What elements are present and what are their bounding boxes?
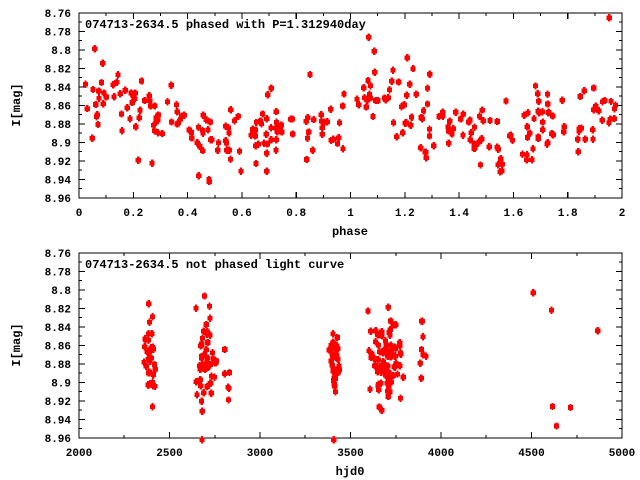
svg-text:3500: 3500: [337, 448, 363, 460]
svg-text:8.76: 8.76: [45, 249, 71, 261]
svg-text:0.6: 0.6: [232, 208, 252, 220]
svg-text:phase: phase: [332, 225, 368, 239]
svg-text:8.84: 8.84: [45, 323, 72, 335]
svg-text:3000: 3000: [247, 448, 273, 460]
svg-text:1.4: 1.4: [449, 208, 469, 220]
svg-text:2500: 2500: [156, 448, 182, 460]
svg-text:8.82: 8.82: [45, 65, 71, 77]
svg-text:2: 2: [619, 208, 626, 220]
svg-text:2000: 2000: [66, 448, 92, 460]
svg-text:I[mag]: I[mag]: [10, 323, 24, 366]
svg-text:8.96: 8.96: [45, 434, 71, 446]
svg-text:8.88: 8.88: [45, 120, 72, 132]
svg-text:8.86: 8.86: [45, 102, 71, 114]
svg-text:8.94: 8.94: [45, 416, 72, 428]
svg-text:8.78: 8.78: [45, 28, 72, 40]
svg-text:8.96: 8.96: [45, 194, 71, 206]
svg-text:8.86: 8.86: [45, 342, 71, 354]
svg-text:8.9: 8.9: [51, 139, 71, 151]
svg-text:1: 1: [347, 208, 354, 220]
svg-text:074713-2634.5 not phased light: 074713-2634.5 not phased light curve: [85, 258, 344, 272]
svg-text:1.6: 1.6: [503, 208, 523, 220]
svg-text:8.78: 8.78: [45, 268, 72, 280]
svg-text:4500: 4500: [518, 448, 544, 460]
svg-text:hjd0: hjd0: [336, 465, 365, 479]
svg-text:0.4: 0.4: [178, 208, 198, 220]
svg-text:8.88: 8.88: [45, 360, 72, 372]
svg-text:0: 0: [76, 208, 83, 220]
svg-text:4000: 4000: [428, 448, 454, 460]
svg-text:0.8: 0.8: [286, 208, 306, 220]
svg-text:8.92: 8.92: [45, 157, 71, 169]
svg-text:5000: 5000: [609, 448, 635, 460]
svg-text:8.92: 8.92: [45, 397, 71, 409]
svg-text:1.8: 1.8: [558, 208, 578, 220]
svg-text:8.94: 8.94: [45, 176, 72, 188]
svg-text:074713-2634.5 phased with P=1.: 074713-2634.5 phased with P=1.312940day: [85, 18, 366, 32]
svg-text:1.2: 1.2: [395, 208, 415, 220]
svg-text:8.84: 8.84: [45, 83, 72, 95]
svg-text:8.8: 8.8: [51, 46, 71, 58]
svg-text:8.8: 8.8: [51, 286, 71, 298]
svg-text:8.9: 8.9: [51, 379, 71, 391]
svg-text:8.76: 8.76: [45, 9, 71, 21]
svg-text:I[mag]: I[mag]: [10, 83, 24, 126]
svg-text:8.82: 8.82: [45, 305, 71, 317]
svg-text:0.2: 0.2: [123, 208, 143, 220]
